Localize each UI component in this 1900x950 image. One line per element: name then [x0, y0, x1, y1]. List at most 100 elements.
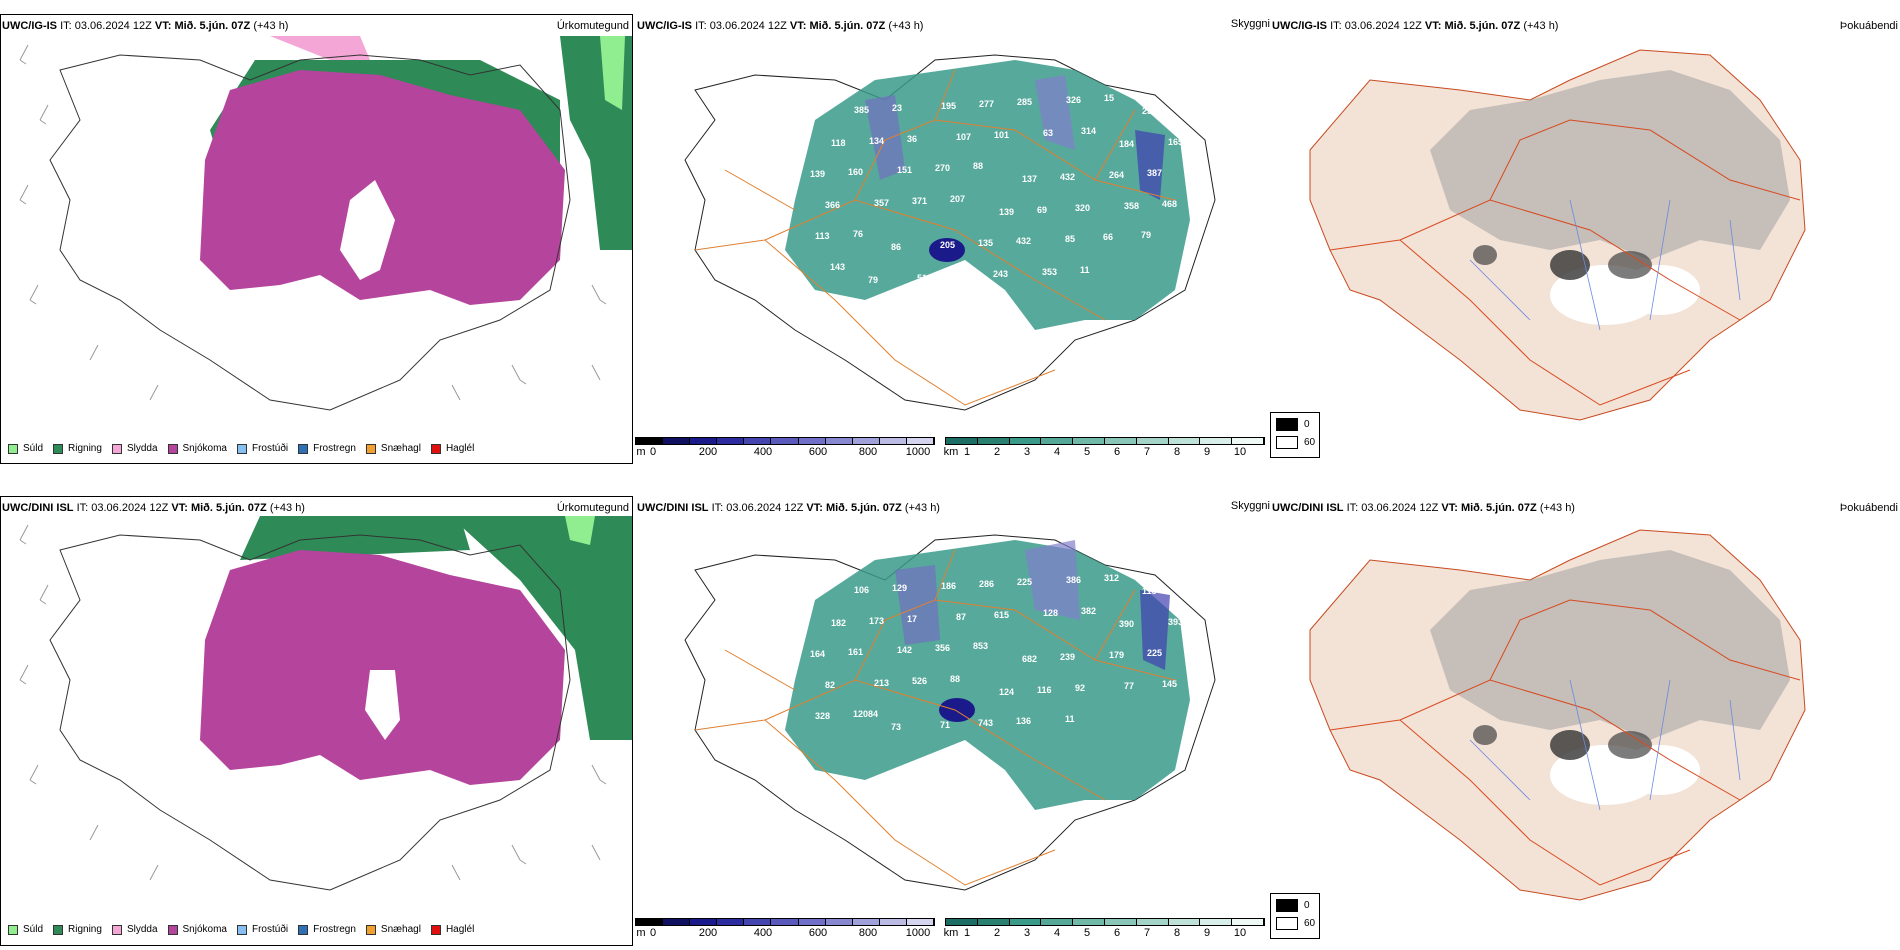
visibility-value-label: 82: [825, 680, 835, 690]
legend-swatch: [236, 924, 247, 935]
visibility-value-label: 615: [994, 610, 1009, 620]
visibility-value-label: 129: [892, 583, 907, 593]
visibility-value-label: 184: [1119, 139, 1134, 149]
visibility-value-label: 115: [1142, 586, 1157, 596]
colorbar-ticks: m 0 200 400 600 800 1000: [635, 445, 935, 459]
visibility-value-label: 385: [854, 105, 869, 115]
visibility-value-label: 468: [1162, 199, 1177, 209]
legend-swatch: [53, 924, 64, 935]
visibility-value-label: 145: [1162, 679, 1177, 689]
visibility-panel-row2: UWC/DINI ISL IT: 03.06.2024 12Z VT: Mið.…: [635, 480, 1270, 950]
visibility-value-label: 160: [848, 167, 863, 177]
colorbar-tick: 0: [649, 446, 657, 458]
visibility-value-label: 179: [1109, 650, 1124, 660]
legend-item: Frostúði: [236, 924, 288, 935]
colorbar-tick: 0: [649, 927, 657, 939]
colorbar-tick: 8: [1173, 927, 1181, 939]
colorbar-bar: [945, 918, 1265, 926]
visibility-value-label: 86: [891, 242, 901, 252]
legend-swatch: [430, 924, 441, 935]
visibility-value-label: 135: [978, 238, 993, 248]
visibility-value-label: 366: [825, 200, 840, 210]
visibility-value-label: 101: [994, 130, 1009, 140]
colorbar-unit: km: [943, 927, 959, 939]
visibility-value-label: 853: [973, 641, 988, 651]
visibility-value-label: 15: [1104, 93, 1114, 103]
visibility-value-label: 195: [941, 101, 956, 111]
legend-item: Slydda: [111, 924, 158, 935]
visibility-value-label: 63: [1043, 128, 1053, 138]
visibility-value-label: 682: [1022, 654, 1037, 664]
field-name: Skyggni: [1230, 18, 1270, 30]
legend-swatch: [365, 443, 376, 454]
visibility-value-label: 320: [1075, 203, 1090, 213]
visibility-value-label: 36: [907, 134, 917, 144]
legend-swatch: [111, 924, 122, 935]
colorbar-tick: 6: [1113, 927, 1121, 939]
visibility-panel-row1: UWC/IG-IS IT: 03.06.2024 12Z VT: Mið. 5.…: [635, 0, 1270, 470]
visibility-value-label: 11: [1080, 265, 1090, 275]
legend-swatch: [298, 443, 309, 454]
visibility-value-label: 225: [1017, 577, 1032, 587]
field-name: Úrkomutegund: [556, 20, 629, 32]
colorbar-tick: 4: [1053, 927, 1061, 939]
visibility-value-label: 353: [1042, 267, 1057, 277]
cloud-panel-row1: UWC/IG-IS IT: 03.06.2024 12Z VT: Mið. 5.…: [1270, 0, 1900, 470]
visibility-value-label: 85: [805, 92, 815, 102]
visibility-map-row2: 200 106 129 186 286 225 386 312 115 182 173 17 87 615…: [684, 534, 1216, 891]
field-name: Þokuábendi: [1839, 20, 1898, 32]
visibility-value-label: 205: [940, 240, 955, 250]
legend-item: Rigning: [53, 443, 102, 454]
visibility-value-label: 124: [999, 687, 1014, 697]
legend-item: Haglél: [430, 924, 474, 935]
visibility-value-label: 79: [1141, 230, 1151, 240]
visibility-value-label: 51: [917, 273, 927, 283]
precip-panel-row1: UWC/IG-IS IT: 03.06.2024 12Z VT: Mið. 5.…: [0, 0, 635, 470]
visibility-value-label: 213: [874, 678, 889, 688]
visibility-value-label: 17: [907, 614, 917, 624]
visibility-value-label: 393: [1168, 617, 1183, 627]
colorbar-bar: [635, 437, 935, 445]
visibility-value-label: 285: [1017, 97, 1032, 107]
visibility-value-label: 243: [993, 269, 1008, 279]
colorbar-ticks: km 1 2 3 4 5 6 7 8 9 10: [943, 926, 1265, 940]
shading-swatch: [1276, 436, 1298, 449]
colorbar-tick: 5: [1083, 446, 1091, 458]
visibility-value-label: 66: [1103, 232, 1113, 242]
visibility-value-label: 386: [1066, 575, 1081, 585]
legend-item: Frostregn: [298, 443, 356, 454]
precip-panel-row2: UWC/DINI ISL IT: 03.06.2024 12Z VT: Mið.…: [0, 480, 635, 950]
visibility-value-label: 277: [979, 99, 994, 109]
field-name: Skyggni: [1230, 500, 1270, 512]
colorbar-bar: [945, 437, 1265, 445]
visibility-value-label: 12084: [853, 709, 878, 719]
precip-map-row1: [1, 36, 632, 428]
visibility-value-label: 165: [1168, 137, 1183, 147]
visibility-value-label: 270: [935, 163, 950, 173]
shading-legend-item: 60: [1276, 436, 1319, 449]
visibility-value-label: 200: [805, 572, 820, 582]
colorbar-tick: 8: [1173, 446, 1181, 458]
visibility-value-label: 357: [874, 198, 889, 208]
visibility-value-label: 526: [912, 676, 927, 686]
colorbar-unit: km: [943, 446, 959, 458]
visibility-value-label: 314: [1081, 126, 1096, 136]
shading-legend: 0 60: [1270, 412, 1320, 458]
legend-swatch: [111, 443, 122, 454]
precip-legend: Súld Rigning Slydda Snjókoma Frostúði Fr…: [8, 924, 484, 935]
legend-item: Rigning: [53, 924, 102, 935]
visibility-value-label: 186: [941, 581, 956, 591]
visibility-m-colorbar: m 0 200 400 600 800 1000: [635, 437, 935, 459]
visibility-value-label: 387: [1147, 168, 1162, 178]
visibility-value-label: 142: [897, 645, 912, 655]
colorbar-unit: m: [636, 446, 646, 458]
colorbar-tick: 10: [1233, 446, 1247, 458]
legend-item: Snæhagl: [365, 443, 421, 454]
visibility-value-label: 207: [950, 194, 965, 204]
legend-item: Súld: [8, 443, 43, 454]
visibility-value-label: 23: [892, 103, 902, 113]
legend-item: Snæhagl: [365, 924, 421, 935]
visibility-value-label: 432: [1060, 172, 1075, 182]
legend-item: Haglél: [430, 443, 474, 454]
legend-swatch: [365, 924, 376, 935]
